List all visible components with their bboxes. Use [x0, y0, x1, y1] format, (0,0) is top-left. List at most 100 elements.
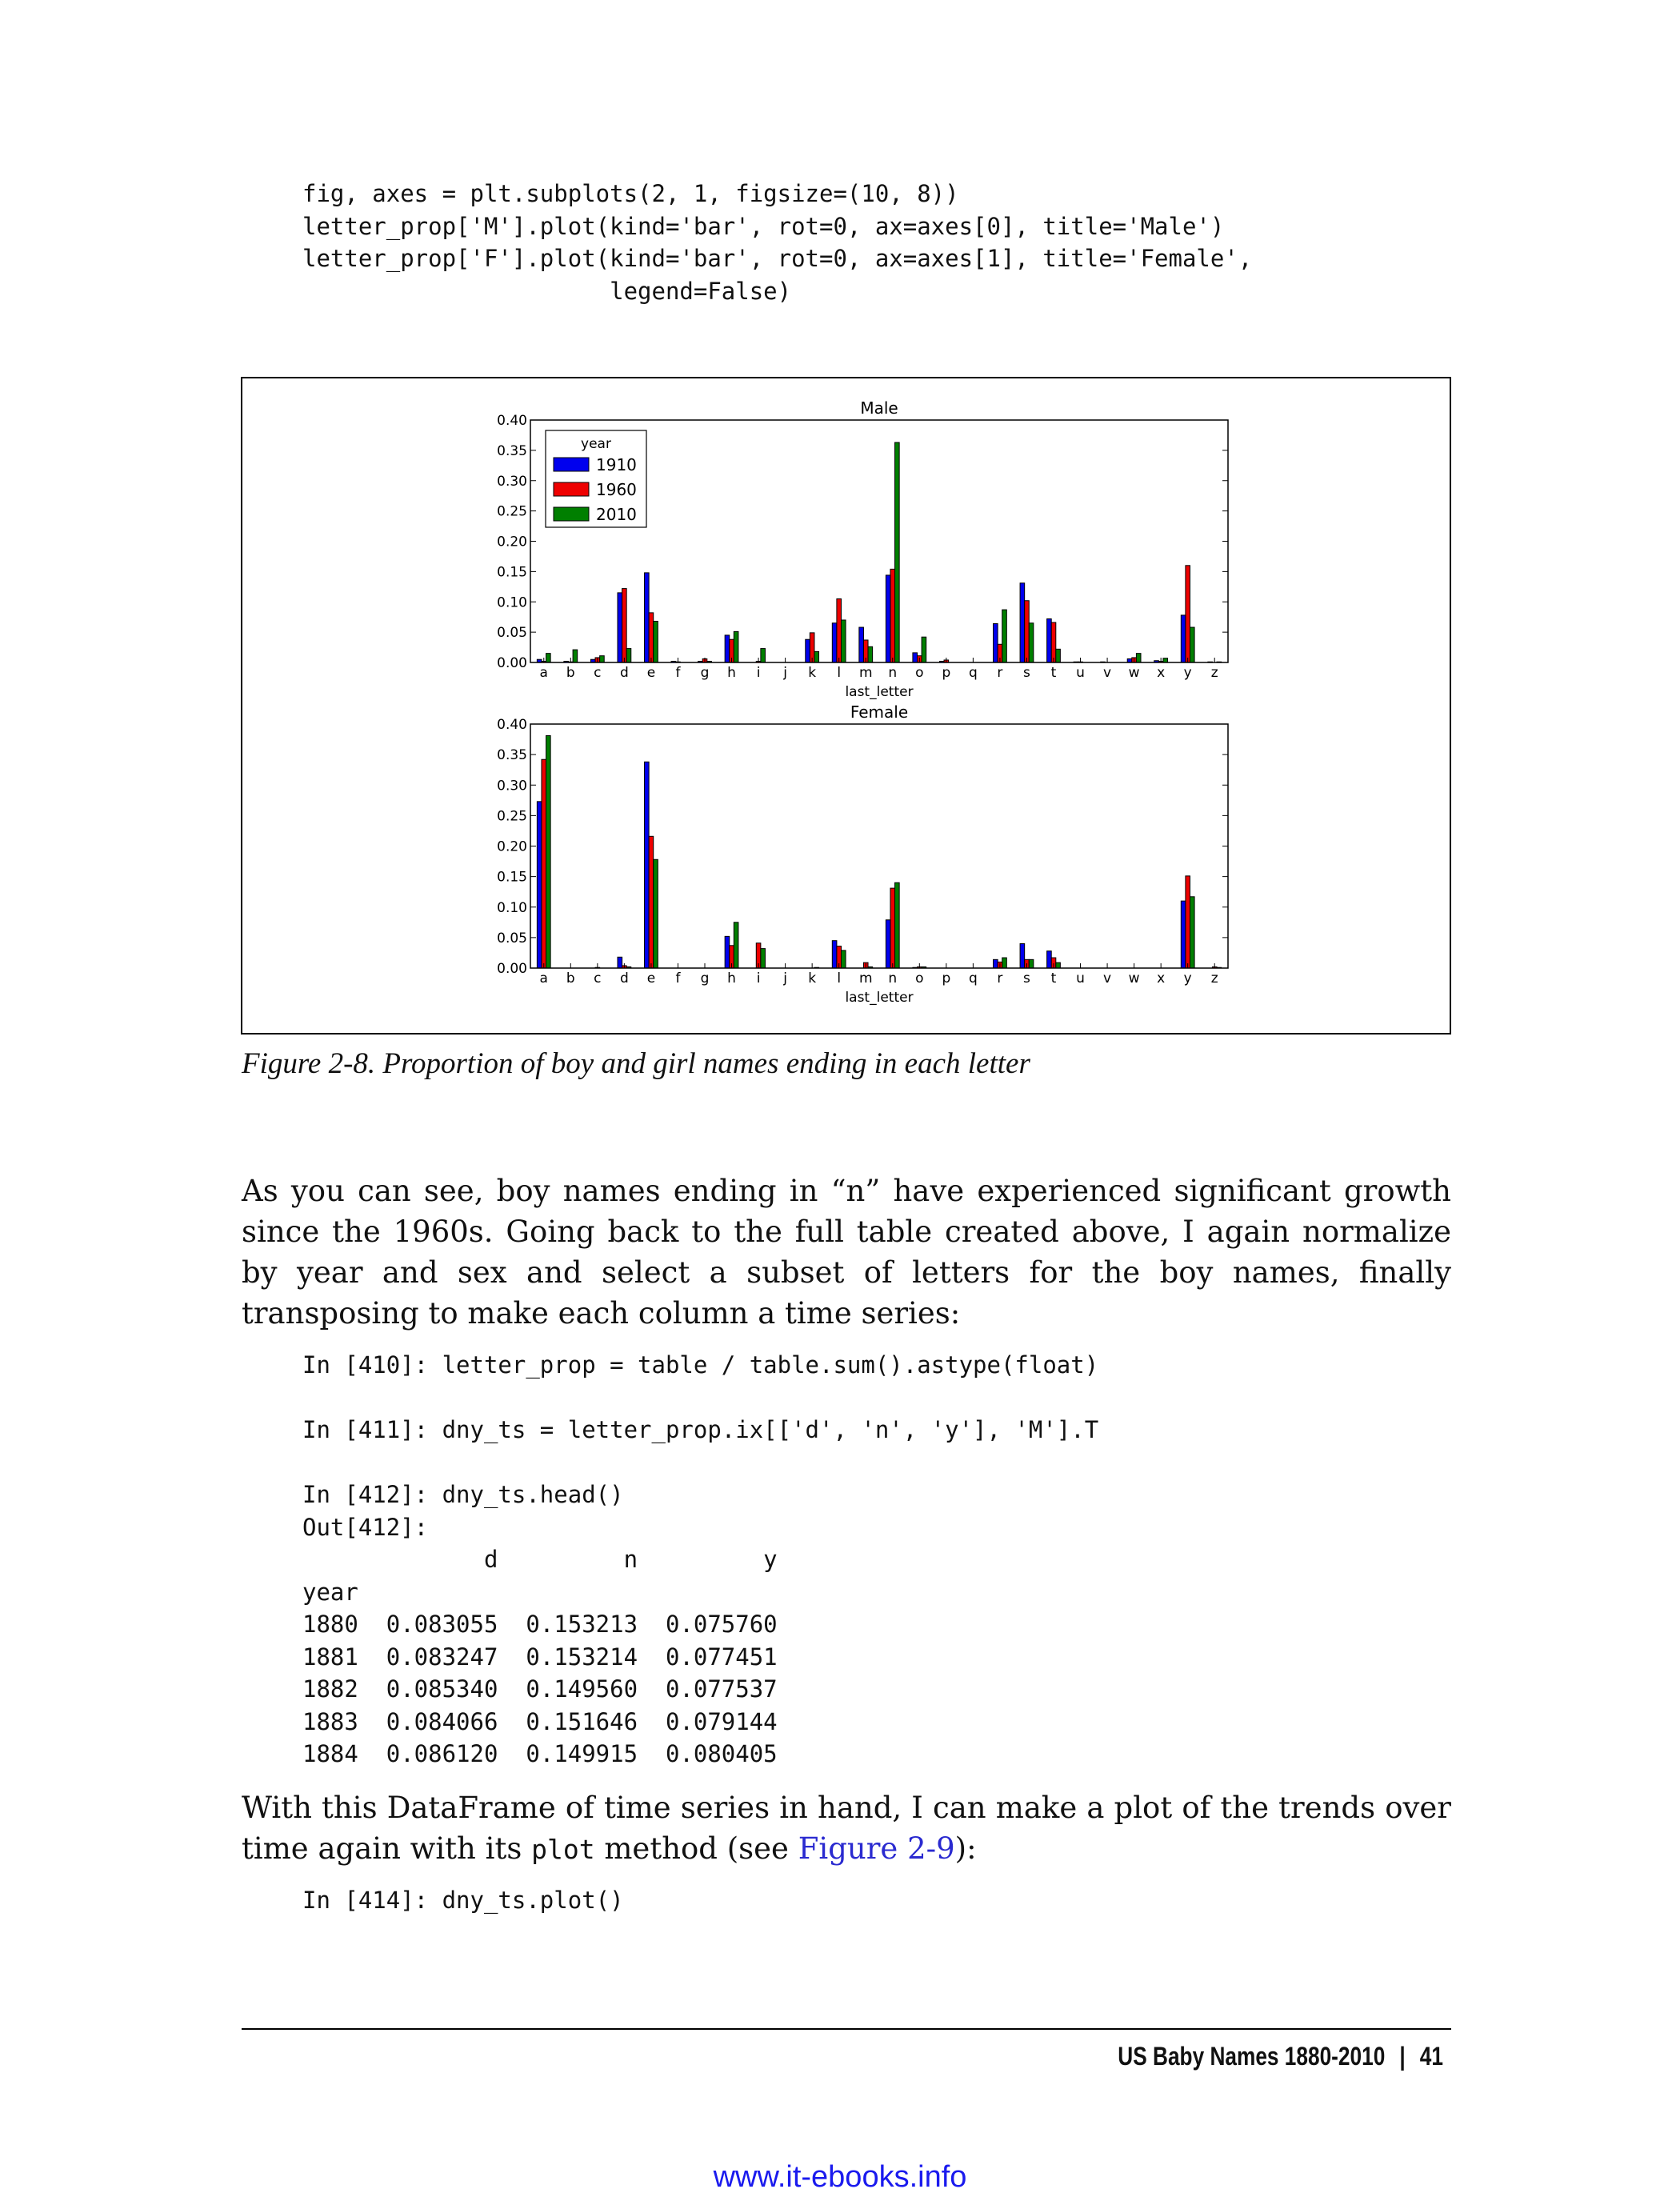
x-tick-label-female-o: o: [915, 970, 923, 986]
bar-male-1910-s: [1019, 582, 1026, 663]
bar-female-2010-t: [1055, 962, 1061, 969]
bar-male-2010-t: [1055, 648, 1061, 663]
x-tick-label-female-l: l: [837, 970, 841, 986]
bar-female-2010-i: [760, 948, 766, 969]
x-tick-label-female-p: p: [942, 970, 950, 986]
paragraph-text-after: ):: [954, 1831, 977, 1866]
bar-male-2010-s: [1028, 622, 1034, 663]
bar-male-2010-w: [1135, 653, 1142, 663]
letter-proportion-chart: 0.00 0.05 0.10 0.15 0.20 0.25 0.30 0.35 0.40 a b c d…: [497, 398, 1229, 1006]
bar-male-2010-i: [760, 648, 766, 663]
x-tick-label-female-y: y: [1184, 970, 1192, 986]
x-tick-label-female-b: b: [566, 970, 575, 986]
bar-male-1960-s: [1024, 600, 1030, 663]
x-tick-label-female-c: c: [594, 970, 601, 986]
x-tick-label-female-d: d: [620, 970, 629, 986]
bar-female-1910-a: [536, 801, 542, 969]
bar-male-1960-n: [890, 568, 896, 663]
bar-male-1910-r: [993, 623, 998, 663]
legend-title: year: [581, 436, 611, 452]
page-number: 41: [1419, 2042, 1443, 2071]
x-tick-label-male-m: m: [859, 665, 873, 681]
bar-female-1910-e: [644, 761, 650, 969]
x-tick-label-female-z: z: [1211, 970, 1218, 986]
y-tick-label-female: 0.20: [497, 839, 527, 855]
bar-female-2010-a: [546, 734, 551, 969]
bar-male-1910-m: [858, 626, 864, 663]
female-chart: 0.00 0.05 0.10 0.15 0.20 0.25 0.30 0.35 0.40 a b c d…: [497, 702, 1229, 1006]
bar-male-1960-t: [1050, 622, 1057, 663]
bar-male-1910-t: [1046, 618, 1052, 663]
inline-code-plot: plot: [531, 1834, 595, 1865]
female-x-axis-label: last_letter: [845, 990, 913, 1006]
bar-male-1910-d: [617, 592, 623, 663]
x-tick-label-male-p: p: [942, 665, 950, 681]
y-tick-label-female: 0.35: [497, 747, 527, 763]
bar-male-1960-y: [1185, 565, 1190, 663]
bar-female-1960-y: [1185, 875, 1190, 969]
bar-female-2010-r: [1002, 957, 1007, 969]
x-tick-label-female-g: g: [701, 970, 710, 986]
bar-female-1910-l: [831, 940, 838, 969]
x-tick-label-male-z: z: [1211, 665, 1218, 681]
bar-male-2010-x: [1162, 658, 1169, 663]
x-tick-label-male-a: a: [540, 665, 548, 681]
x-tick-label-male-s: s: [1023, 665, 1030, 681]
bar-male-2010-m: [867, 646, 874, 663]
x-tick-label-male-f: f: [675, 665, 681, 681]
paragraph-text-before: With this DataFrame of time series in ha…: [242, 1791, 1451, 1866]
bar-female-1910-t: [1046, 950, 1052, 969]
x-tick-label-male-g: g: [701, 665, 710, 681]
x-tick-label-male-o: o: [915, 665, 923, 681]
bar-female-1910-d: [617, 956, 623, 969]
x-tick-label-male-k: k: [808, 665, 816, 681]
bar-female-1910-h: [724, 935, 730, 969]
source-url[interactable]: www.it-ebooks.info: [713, 2160, 967, 2194]
bar-female-2010-y: [1189, 896, 1195, 969]
bar-male-2010-d: [626, 648, 632, 663]
legend-swatch-1960: [553, 482, 590, 497]
page-footer: US Baby Names 1880-2010 | 41: [1118, 2042, 1443, 2071]
code-block-subplots: fig, axes = plt.subplots(2, 1, figsize=(…: [302, 180, 1253, 305]
male-chart: 0.00 0.05 0.10 0.15 0.20 0.25 0.30 0.35 0.40 a b c d…: [497, 398, 1229, 700]
x-tick-label-male-e: e: [647, 665, 655, 681]
bar-male-1910-e: [644, 572, 650, 663]
bar-female-2010-h: [733, 922, 739, 969]
bar-female-1910-n: [885, 919, 891, 969]
y-tick-label-female: 0.15: [497, 870, 527, 886]
legend: year 1910 1960 2010: [545, 430, 647, 528]
x-tick-label-male-t: t: [1051, 665, 1057, 681]
bar-male-1910-k: [805, 638, 810, 663]
x-tick-label-male-n: n: [888, 665, 897, 681]
x-tick-label-male-l: l: [837, 665, 841, 681]
x-tick-label-male-x: x: [1157, 665, 1165, 681]
x-tick-label-male-c: c: [594, 665, 601, 681]
x-tick-label-female-a: a: [540, 970, 548, 986]
figure-2-9-link[interactable]: Figure 2-9: [798, 1831, 955, 1866]
bar-male-1960-l: [836, 598, 842, 663]
bar-female-1910-s: [1019, 943, 1026, 969]
legend-label-1960: 1960: [596, 480, 637, 499]
bar-male-1910-o: [912, 652, 918, 663]
x-tick-label-female-f: f: [675, 970, 681, 986]
legend-label-1910: 1910: [596, 455, 637, 474]
bar-male-2010-n: [894, 442, 900, 663]
x-tick-label-male-r: r: [997, 665, 1002, 681]
paragraph-text-middle: method (see: [594, 1831, 798, 1866]
bar-female-1910-r: [993, 958, 998, 969]
x-tick-label-male-i: i: [757, 665, 761, 681]
y-tick-label-female: 0.25: [497, 808, 527, 824]
x-tick-label-female-r: r: [997, 970, 1002, 986]
x-tick-label-female-x: x: [1157, 970, 1165, 986]
bar-female-2010-e: [653, 858, 658, 969]
bar-male-2010-e: [653, 620, 658, 663]
legend-label-2010: 2010: [596, 505, 637, 524]
y-tick-label-male: 0.05: [497, 625, 527, 641]
bar-male-2010-c: [599, 655, 605, 663]
footer-section-title: US Baby Names 1880-2010: [1118, 2042, 1386, 2071]
bar-male-2010-a: [546, 653, 551, 663]
x-tick-label-female-j: j: [782, 970, 787, 986]
bar-female-1960-n: [890, 887, 896, 969]
y-tick-label-male: 0.30: [497, 474, 527, 490]
female-title: Female: [850, 702, 908, 722]
